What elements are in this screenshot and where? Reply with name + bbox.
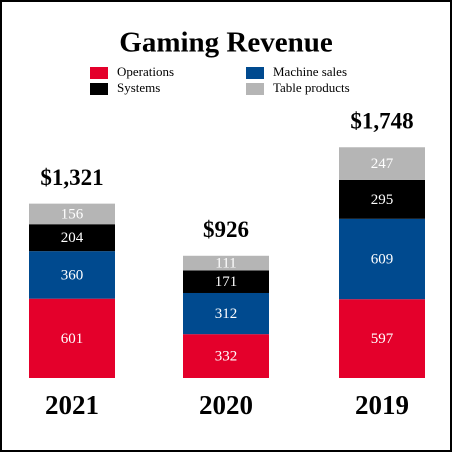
bar-segment [339,218,425,300]
bar-segment [29,251,115,299]
legend-label: Systems [117,80,160,95]
data-label: 601 [61,331,84,347]
x-tick-label: 2020 [199,390,253,420]
bar-segment [339,299,425,378]
x-tick-label: 2021 [45,390,99,420]
data-label: 111 [215,256,236,272]
data-label: 360 [61,267,84,283]
total-label: $1,748 [350,109,413,134]
bar-segment [183,270,269,293]
bar-segment [183,255,269,271]
data-label: 204 [61,230,84,246]
legend-swatch [90,83,108,95]
bar-segment [183,292,269,335]
legend-label: Table products [273,80,350,95]
data-label: 332 [215,349,238,365]
legend-swatch [246,83,264,95]
total-label: $1,321 [40,165,103,190]
data-label: 295 [371,192,394,208]
data-label: 171 [215,274,238,290]
x-tick-label: 2019 [355,390,409,420]
legend-label: Operations [117,64,174,79]
data-label: 312 [215,306,238,322]
chart-title: Gaming Revenue [119,27,333,59]
legend-label: Machine sales [273,64,347,79]
legend-swatch [246,67,264,79]
data-label: 609 [371,251,394,267]
bar-segment [339,147,425,180]
total-label: $926 [203,217,249,242]
bar-segment [29,203,115,225]
bar-segment [339,179,425,219]
bar-segment [29,224,115,252]
data-label: 156 [61,206,84,222]
data-label: 247 [371,156,394,172]
data-label: 597 [371,331,394,347]
bar-segment [29,298,115,378]
legend-swatch [90,67,108,79]
bar-segment [183,334,269,378]
